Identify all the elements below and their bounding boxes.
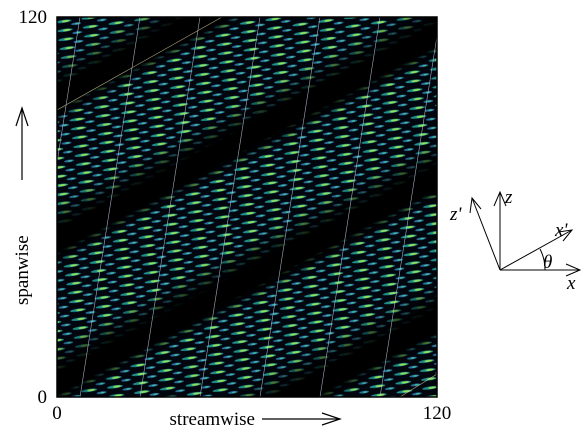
- y-arrow: [15, 106, 29, 180]
- diagram-label: x': [554, 220, 568, 241]
- overlay-lines: [57, 17, 437, 397]
- y-axis-label: spanwise: [12, 235, 33, 305]
- diagram-label: z: [504, 187, 513, 208]
- x-arrow: [262, 412, 342, 426]
- diagram-label: x: [566, 273, 576, 294]
- y-tick-label: 0: [38, 387, 48, 408]
- x-axis-label: streamwise: [170, 409, 255, 430]
- coordinate-diagram: [469, 190, 582, 277]
- x-tick-label: 0: [52, 403, 62, 424]
- field-image: [57, 17, 437, 397]
- diagram-label: z': [449, 204, 462, 225]
- plot-frame: [56, 16, 438, 398]
- diagram-label: θ: [543, 252, 552, 273]
- x-tick-label: 120: [423, 403, 452, 424]
- y-tick-label: 120: [19, 7, 48, 28]
